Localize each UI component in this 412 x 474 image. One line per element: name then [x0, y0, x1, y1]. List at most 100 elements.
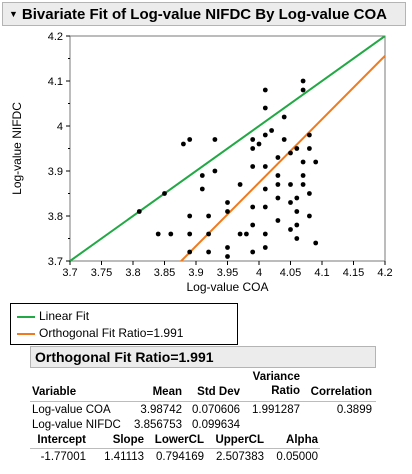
data-point[interactable] — [250, 204, 256, 210]
data-point[interactable] — [300, 159, 306, 165]
data-point[interactable] — [187, 231, 193, 237]
data-point[interactable] — [307, 146, 312, 151]
data-point[interactable] — [262, 231, 268, 237]
data-point[interactable] — [187, 213, 193, 219]
orthogonal-fit-line — [179, 55, 385, 261]
data-point[interactable] — [294, 236, 300, 241]
data-point[interactable] — [288, 182, 293, 187]
data-point[interactable] — [294, 222, 300, 228]
data-point[interactable] — [294, 195, 300, 201]
data-point[interactable] — [199, 186, 205, 192]
data-point[interactable] — [162, 191, 167, 196]
data-point[interactable] — [307, 191, 312, 196]
cell-std-dev: 0.070606 — [192, 404, 240, 416]
data-point[interactable] — [281, 114, 287, 120]
col-header-std-dev: Std Dev — [197, 386, 240, 398]
y-tick-label: 4.2 — [48, 31, 63, 43]
data-point[interactable] — [307, 213, 312, 219]
data-point[interactable] — [275, 182, 281, 187]
data-point[interactable] — [275, 218, 281, 223]
data-point[interactable] — [199, 173, 205, 178]
data-point[interactable] — [288, 227, 293, 232]
data-point[interactable] — [237, 231, 243, 237]
data-point[interactable] — [225, 209, 230, 214]
data-point[interactable] — [262, 204, 268, 210]
data-point[interactable] — [262, 87, 268, 93]
y-tick-label: 4 — [57, 121, 63, 133]
data-point[interactable] — [262, 164, 268, 169]
data-point[interactable] — [225, 245, 230, 250]
data-point[interactable] — [262, 245, 268, 250]
cell-slope: 1.41113 — [104, 451, 144, 463]
x-tick-label: 3.7 — [62, 267, 77, 279]
data-point[interactable] — [212, 137, 218, 142]
cell-variable: Log-value NIFDC — [32, 419, 121, 431]
data-point[interactable] — [262, 105, 268, 111]
data-point[interactable] — [225, 200, 230, 205]
legend: Linear Fit Orthogonal Fit Ratio=1.991 — [10, 303, 238, 345]
data-point[interactable] — [206, 231, 212, 237]
disclosure-triangle-icon[interactable]: ▼ — [9, 9, 18, 19]
data-point[interactable] — [168, 231, 174, 237]
col-header-ratio: Ratio — [271, 385, 300, 397]
data-point[interactable] — [281, 137, 287, 142]
data-point[interactable] — [288, 150, 293, 156]
cell-alpha: 0.05000 — [276, 451, 318, 463]
data-point[interactable] — [181, 141, 186, 147]
cell-mean: 3.856753 — [134, 419, 182, 431]
data-point[interactable] — [262, 132, 268, 138]
x-tick-label: 4.05 — [280, 267, 301, 279]
col-header-uppercl: UpperCL — [215, 434, 264, 446]
report-title-bar[interactable]: ▼ Bivariate Fit of Log-value NIFDC By Log… — [2, 2, 406, 26]
x-tick-label: 3.9 — [188, 267, 203, 279]
data-point[interactable] — [256, 141, 262, 147]
scatter-chart: 3.7 3.75 3.8 3.85 3.9 3.95 4 4.05 4.1 4.15 4.2 3.7 3… — [10, 31, 393, 294]
data-point[interactable] — [250, 137, 256, 142]
data-point[interactable] — [300, 78, 306, 84]
data-point[interactable] — [275, 195, 281, 201]
data-point[interactable] — [275, 173, 281, 178]
data-point[interactable] — [294, 209, 300, 214]
data-point[interactable] — [250, 164, 256, 169]
legend-label-linear-fit: Linear Fit — [39, 309, 90, 323]
cell-mean: 3.98742 — [140, 404, 182, 416]
data-point[interactable] — [275, 155, 281, 160]
col-header-slope: Slope — [112, 434, 144, 446]
orthogonal-fit-section-bar[interactable]: Orthogonal Fit Ratio=1.991 — [30, 346, 376, 368]
data-point[interactable] — [288, 200, 293, 205]
data-point[interactable] — [300, 182, 306, 187]
cell-uppercl: 2.507383 — [216, 451, 264, 463]
data-point[interactable] — [250, 249, 256, 255]
cell-std-dev: 0.099634 — [192, 419, 240, 431]
data-point[interactable] — [187, 249, 193, 255]
section-title: Orthogonal Fit Ratio=1.991 — [35, 349, 214, 365]
data-point[interactable] — [212, 168, 218, 174]
data-point[interactable] — [250, 146, 256, 151]
x-tick-label: 4 — [256, 267, 262, 279]
y-tick-label: 3.9 — [48, 166, 63, 178]
legend-item-orthogonal-fit[interactable]: Orthogonal Fit Ratio=1.991 — [17, 325, 183, 341]
data-point[interactable] — [225, 254, 230, 259]
data-point[interactable] — [136, 209, 142, 214]
table-divider — [30, 448, 320, 449]
x-tick-label: 4.15 — [343, 267, 364, 279]
legend-item-linear-fit[interactable]: Linear Fit — [17, 308, 89, 324]
data-point[interactable] — [237, 182, 243, 187]
data-point[interactable] — [250, 222, 256, 228]
legend-swatch-linear-fit — [17, 315, 35, 318]
data-point[interactable] — [300, 173, 306, 178]
data-point[interactable] — [307, 132, 312, 138]
data-point[interactable] — [294, 146, 300, 151]
data-point[interactable] — [155, 231, 161, 237]
y-tick-label: 3.8 — [48, 211, 63, 223]
data-point[interactable] — [206, 249, 212, 255]
x-tick-label: 3.8 — [125, 267, 140, 279]
data-point[interactable] — [206, 213, 212, 219]
data-point[interactable] — [300, 87, 306, 93]
data-point[interactable] — [269, 128, 274, 133]
data-point[interactable] — [244, 231, 249, 237]
data-point[interactable] — [313, 240, 319, 246]
data-point[interactable] — [187, 137, 193, 142]
data-point[interactable] — [313, 159, 319, 165]
data-point[interactable] — [262, 186, 268, 192]
